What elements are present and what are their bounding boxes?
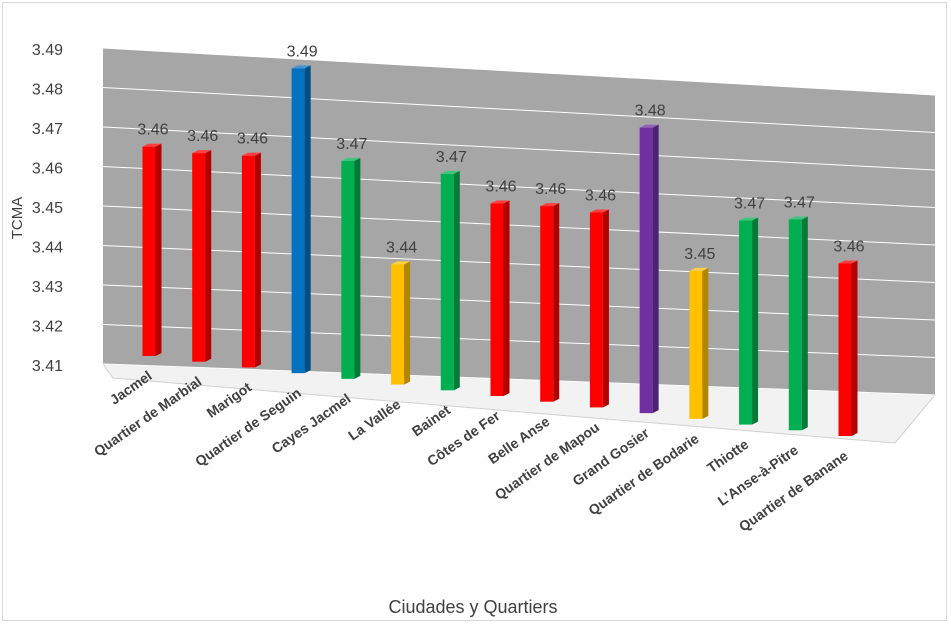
gridline-side xyxy=(87,284,104,296)
value-label: 3.48 xyxy=(635,103,666,120)
gridline xyxy=(102,87,936,133)
x-tick-label: Quartier de Banane xyxy=(736,447,851,534)
x-tick-label: Bainet xyxy=(409,401,454,439)
y-tick-label: 3.43 xyxy=(32,279,63,296)
value-label: 3.47 xyxy=(336,136,367,153)
bar-side xyxy=(254,152,261,368)
bar xyxy=(241,155,255,368)
bar xyxy=(291,68,305,374)
bar-side xyxy=(205,150,212,362)
bar-side xyxy=(354,157,361,379)
bar-side xyxy=(304,65,311,374)
value-label: 3.46 xyxy=(485,179,516,196)
bar xyxy=(540,206,554,402)
value-label: 3.46 xyxy=(833,239,864,256)
gridline xyxy=(102,47,936,96)
bar-top xyxy=(689,267,709,271)
back-wall xyxy=(103,48,935,395)
bar-top xyxy=(540,203,560,207)
bar-chart: 3.41 3.42 3.43 3.44 3.45 3.46 3.47 3.48 3.49 3.4… xyxy=(9,42,937,617)
bar-top xyxy=(838,260,858,264)
value-label: 3.47 xyxy=(436,149,467,166)
bar-side xyxy=(702,267,709,419)
y-tick-label: 3.49 xyxy=(32,42,63,59)
value-label: 3.47 xyxy=(734,196,765,213)
bar-top xyxy=(639,124,659,128)
gridline xyxy=(102,126,936,171)
x-tick-label: Thiotte xyxy=(704,436,752,476)
x-tick-label: La Vallée xyxy=(345,396,403,444)
bar-side xyxy=(155,143,162,356)
value-label: 3.46 xyxy=(535,181,566,198)
value-label: 3.44 xyxy=(386,239,417,256)
value-label: 3.46 xyxy=(137,122,168,139)
bar xyxy=(788,219,802,431)
bar xyxy=(838,263,852,436)
bars xyxy=(142,65,858,436)
x-tick-label: Quartier de Mapou xyxy=(492,419,602,503)
value-label: 3.46 xyxy=(585,188,616,205)
value-labels: 3.46 3.46 3.46 3.49 3.47 3.44 3.47 3.46 3.46 3.46… xyxy=(137,43,864,263)
y-axis-label: TCMA xyxy=(9,197,26,240)
bar-top xyxy=(589,209,609,213)
gridline-side xyxy=(87,126,104,138)
value-label: 3.46 xyxy=(187,128,218,145)
value-label: 3.47 xyxy=(784,194,815,211)
chart-walls xyxy=(102,48,937,444)
bar-top xyxy=(391,261,411,265)
gridline-side xyxy=(87,363,104,375)
bar xyxy=(440,173,454,391)
bar-side xyxy=(453,170,460,391)
bar-side xyxy=(652,124,659,414)
bar-top xyxy=(490,200,510,204)
bar-top xyxy=(788,216,808,220)
y-tick-label: 3.42 xyxy=(32,319,63,336)
y-tick-label: 3.48 xyxy=(32,82,63,99)
gridline xyxy=(102,166,936,208)
gridline-side xyxy=(87,205,104,217)
bar xyxy=(490,203,504,396)
bar-top xyxy=(241,152,261,156)
bar-side xyxy=(503,200,510,396)
gridline-side xyxy=(87,324,104,335)
value-label: 3.45 xyxy=(684,246,715,263)
gridline-side xyxy=(87,47,104,59)
x-tick-label: Quartier de Marbial xyxy=(91,373,205,459)
y-tick-label: 3.46 xyxy=(32,161,63,178)
bar-side xyxy=(602,209,609,408)
value-label: 3.46 xyxy=(237,131,268,148)
gridline-side xyxy=(87,166,104,177)
bar xyxy=(192,153,206,362)
bar xyxy=(142,146,156,356)
bar xyxy=(639,127,653,414)
bar-side xyxy=(851,260,858,436)
bar-top xyxy=(142,143,162,147)
bar-top xyxy=(192,150,212,154)
bar-side xyxy=(801,216,808,431)
bar-top xyxy=(440,170,460,174)
bar-side xyxy=(553,203,560,402)
y-tick-label: 3.41 xyxy=(32,358,63,375)
gridline-side xyxy=(87,87,104,98)
gridline-side xyxy=(87,245,104,256)
bar-top xyxy=(291,65,311,69)
bar xyxy=(391,264,405,385)
bar xyxy=(341,160,355,379)
bar xyxy=(739,220,753,425)
value-label: 3.49 xyxy=(287,43,318,60)
bar xyxy=(689,270,703,419)
y-axis-ticks: 3.41 3.42 3.43 3.44 3.45 3.46 3.47 3.48 3.49 xyxy=(32,42,63,375)
y-tick-label: 3.44 xyxy=(32,240,63,257)
y-tick-label: 3.45 xyxy=(32,200,63,217)
bar xyxy=(589,212,603,408)
x-axis-label: Ciudades y Quartiers xyxy=(388,597,557,617)
x-tick-label: Quartier de Seguin xyxy=(192,384,304,469)
bar-top xyxy=(341,157,361,161)
bar-top xyxy=(739,217,759,221)
bar-side xyxy=(404,261,411,385)
y-tick-label: 3.47 xyxy=(32,121,63,138)
bar-side xyxy=(752,217,759,425)
